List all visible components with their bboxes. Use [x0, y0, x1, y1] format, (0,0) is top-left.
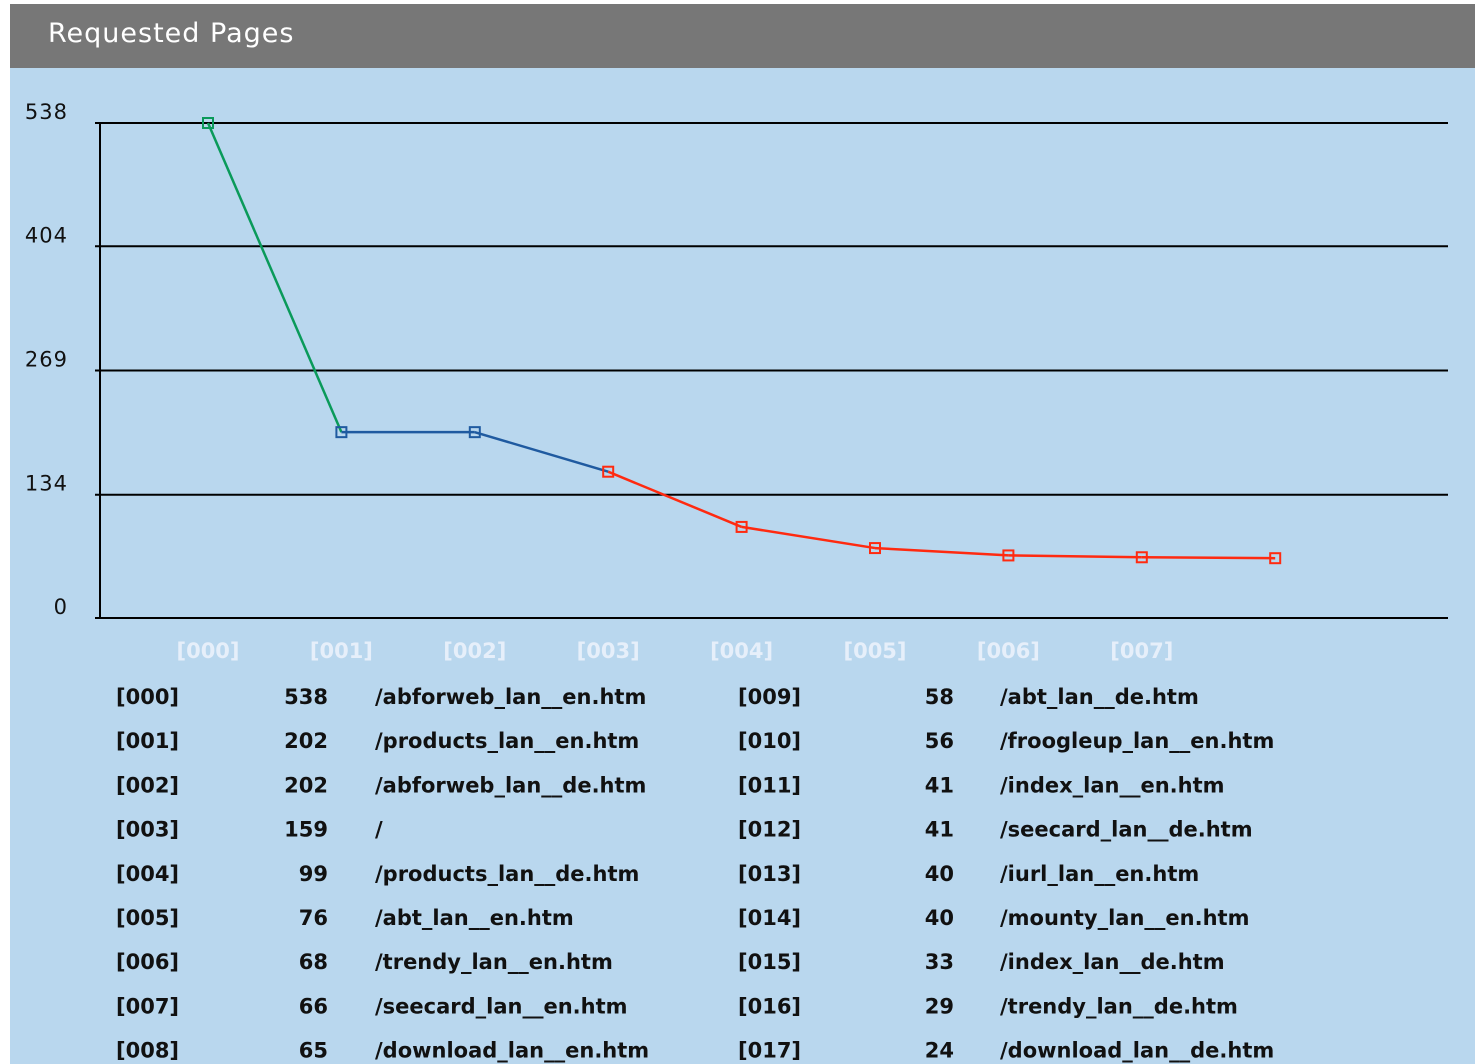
row-page: / — [375, 818, 383, 842]
point-marker — [602, 465, 615, 478]
row-page: /trendy_lan__en.htm — [375, 950, 613, 974]
row-page: /iurl_lan__en.htm — [1000, 862, 1199, 886]
row-count: 41 — [925, 773, 954, 797]
row-count: 76 — [299, 906, 328, 930]
line-segment — [206, 122, 343, 433]
row-id: [006] — [116, 950, 179, 974]
row-id: [009] — [738, 685, 801, 709]
y-tick-label: 538 — [25, 100, 68, 124]
row-count: 24 — [925, 1039, 954, 1063]
row-count: 40 — [925, 862, 954, 886]
line-segment — [1008, 554, 1142, 559]
row-id: [017] — [738, 1039, 801, 1063]
line-segment — [741, 525, 876, 550]
row-page: /abt_lan__en.htm — [375, 906, 574, 930]
x-tick-label: [007] — [1110, 639, 1173, 663]
row-count: 159 — [284, 818, 328, 842]
row-page: /download_lan__en.htm — [375, 1039, 649, 1063]
row-page: /abt_lan__de.htm — [1000, 685, 1199, 709]
row-id: [014] — [738, 906, 801, 930]
x-tick-label: [000] — [176, 639, 239, 663]
row-page: /index_lan__en.htm — [1000, 773, 1225, 797]
row-page: /index_lan__de.htm — [1000, 950, 1225, 974]
row-count: 202 — [284, 729, 328, 753]
x-tick-label: [003] — [577, 639, 640, 663]
row-page: /abforweb_lan__en.htm — [375, 685, 646, 709]
line-segment — [874, 546, 1009, 557]
point-marker — [735, 520, 748, 533]
row-id: [013] — [738, 862, 801, 886]
row-id: [002] — [116, 773, 179, 797]
row-id: [000] — [116, 685, 179, 709]
point-marker — [1002, 549, 1015, 562]
y-tick-label: 404 — [25, 223, 68, 247]
row-id: [011] — [738, 773, 801, 797]
row-page: /abforweb_lan__de.htm — [375, 773, 646, 797]
x-tick-label: [006] — [977, 639, 1040, 663]
point-marker — [335, 426, 348, 439]
row-id: [010] — [738, 729, 801, 753]
line-segment — [1141, 556, 1276, 560]
row-count: 58 — [925, 685, 954, 709]
point-marker — [1269, 552, 1282, 565]
line-segment — [474, 430, 609, 473]
y-tick-label: 134 — [25, 472, 68, 496]
x-tick-label: [002] — [443, 639, 506, 663]
row-id: [016] — [738, 994, 801, 1018]
row-page: /products_lan__en.htm — [375, 729, 639, 753]
x-tick-label: [005] — [843, 639, 906, 663]
row-page: /mounty_lan__en.htm — [1000, 906, 1249, 930]
y-tick-label: 0 — [54, 595, 68, 619]
row-id: [007] — [116, 994, 179, 1018]
row-count: 41 — [925, 818, 954, 842]
row-id: [008] — [116, 1039, 179, 1063]
row-count: 202 — [284, 773, 328, 797]
point-marker — [202, 117, 214, 129]
row-page: /seecard_lan__en.htm — [375, 994, 628, 1018]
line-segment — [607, 470, 743, 529]
row-id: [005] — [116, 906, 179, 930]
point-marker — [869, 542, 881, 555]
row-id: [012] — [738, 818, 801, 842]
row-count: 40 — [925, 906, 954, 930]
row-page: /download_lan__de.htm — [1000, 1039, 1274, 1063]
row-page: /seecard_lan__de.htm — [1000, 818, 1253, 842]
row-count: 56 — [925, 729, 954, 753]
row-page: /froogleup_lan__en.htm — [1000, 729, 1274, 753]
x-tick-label: [001] — [310, 639, 373, 663]
chart: 0 134 269 404 538 [000] [001] [002] [003] [004] [0… — [25, 100, 1448, 1063]
row-page: /trendy_lan__de.htm — [1000, 994, 1238, 1018]
row-count: 538 — [284, 685, 328, 709]
y-tick-label: 269 — [25, 348, 68, 372]
row-id: [004] — [116, 862, 179, 886]
row-count: 99 — [299, 862, 328, 886]
row-count: 29 — [925, 994, 954, 1018]
page: Requested Pages 0 134 269 404 538 [000] [001] [… — [10, 4, 1475, 1064]
x-tick-label: [004] — [710, 639, 773, 663]
row-id: [001] — [116, 729, 179, 753]
row-id: [015] — [738, 950, 801, 974]
header: Requested Pages — [10, 4, 1475, 68]
row-count: 68 — [299, 950, 328, 974]
row-count: 65 — [299, 1039, 328, 1063]
row-id: [003] — [116, 818, 179, 842]
point-marker — [468, 426, 481, 439]
page-title: Requested Pages — [48, 18, 295, 49]
row-count: 66 — [299, 994, 328, 1018]
row-count: 33 — [925, 950, 954, 974]
row-page: /products_lan__de.htm — [375, 862, 639, 886]
point-marker — [1135, 551, 1148, 564]
